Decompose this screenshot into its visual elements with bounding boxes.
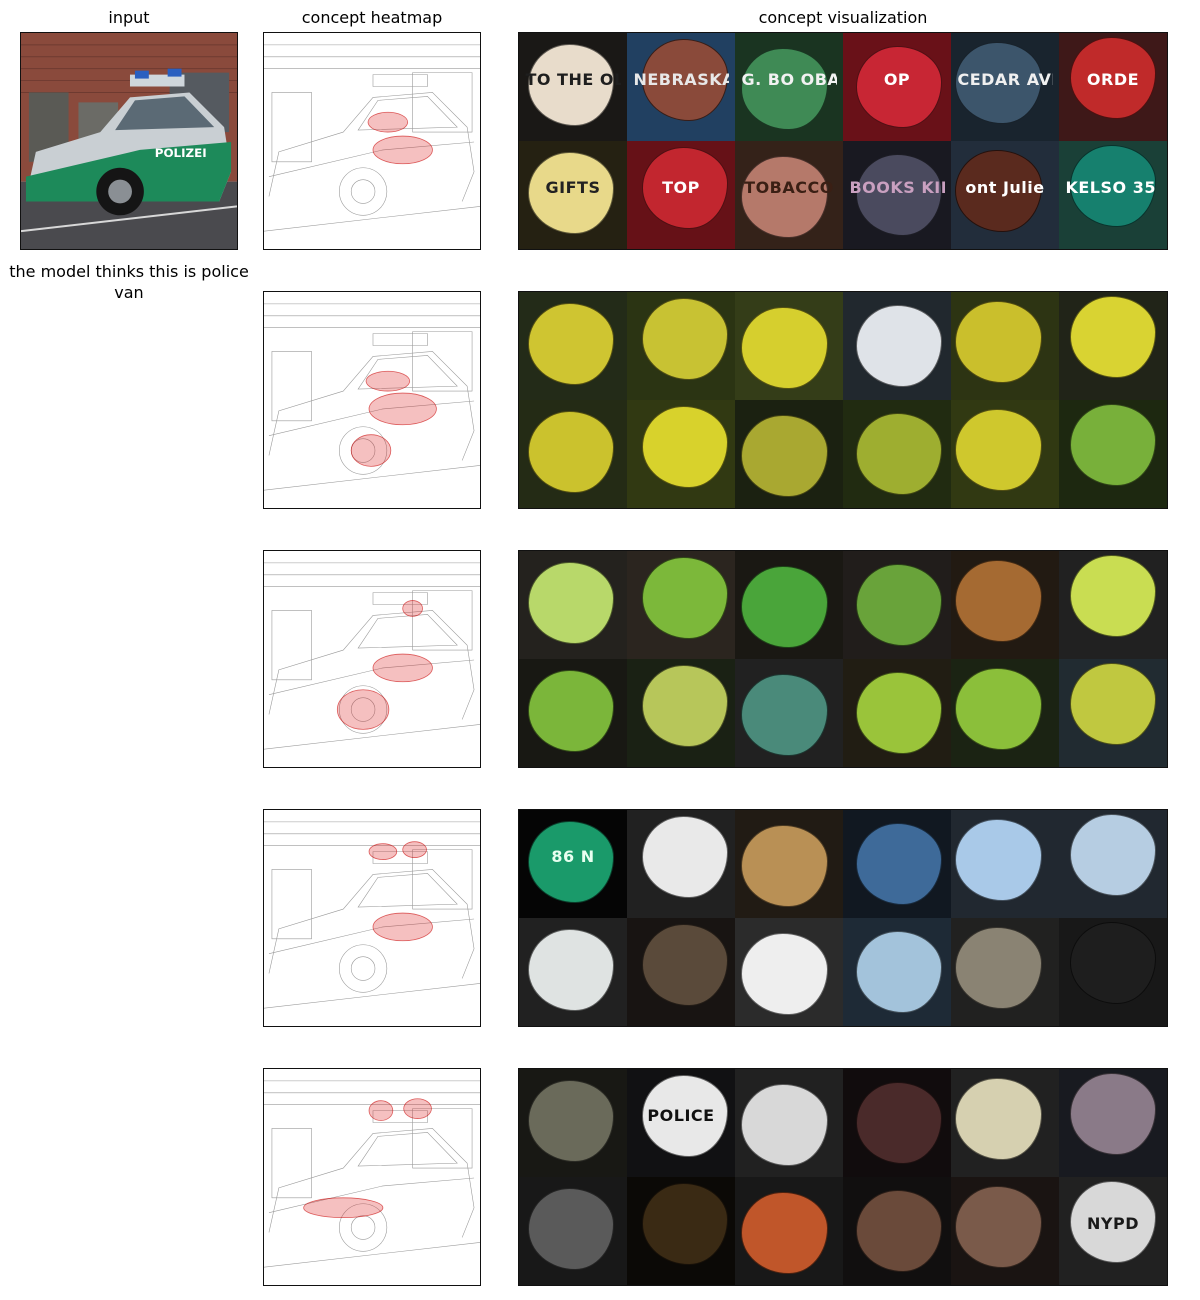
- concept-visualization-grid: TO THE OLIC CHUR NEBRASKA OKSTORE G. BO OB…: [518, 32, 1168, 250]
- concept-tile: [1059, 1069, 1167, 1177]
- concept-tile: [519, 659, 627, 767]
- concept-tile: [1059, 400, 1167, 508]
- concept-tile: NYPD: [1059, 1177, 1167, 1285]
- polizei-text: POLIZEI: [155, 146, 207, 160]
- tile-text: BOOKS KIDS: [849, 177, 944, 197]
- concept-tile: [1059, 292, 1167, 400]
- concept-visualization-grid: 86 N: [518, 809, 1168, 1027]
- concept-tile: OP: [843, 33, 951, 141]
- concept-tile: [843, 918, 951, 1026]
- concept-tile: [519, 1177, 627, 1285]
- concept-tile: CEDAR AVE: [951, 33, 1059, 141]
- concept-tile: TOBACCO: [735, 141, 843, 249]
- tile-text: CEDAR AVE: [957, 69, 1053, 89]
- concept-tile: [735, 918, 843, 1026]
- concept-tile: [735, 1177, 843, 1285]
- tile-text: NYPD: [1087, 1213, 1139, 1233]
- concept-tile: [951, 918, 1059, 1026]
- concept-tile: [951, 810, 1059, 918]
- concept-tile: [843, 1069, 951, 1177]
- tile-text: TOP: [662, 177, 700, 197]
- concept-heatmap: [263, 291, 481, 509]
- concept-tile: KELSO 35 NO SERVI: [1059, 141, 1167, 249]
- tile-text: OP: [883, 69, 911, 89]
- concept-tile: [627, 292, 735, 400]
- visualization-column-title: concept visualization: [758, 8, 928, 27]
- tile-text: POLICE: [647, 1105, 715, 1125]
- concept-tile: [735, 400, 843, 508]
- tile-text: ORDE: [1086, 69, 1140, 89]
- heatmap-column-title: concept heatmap: [301, 8, 443, 27]
- concept-tile: [735, 292, 843, 400]
- concept-tile: [951, 551, 1059, 659]
- concept-heatmap: [263, 32, 481, 250]
- concept-tile: [951, 1069, 1059, 1177]
- concept-tile: BOOKS KIDS: [843, 141, 951, 249]
- concept-tile: [627, 918, 735, 1026]
- concept-visualization-grid: POLICE NYPD: [518, 1068, 1168, 1286]
- input-column-title: input: [108, 8, 150, 27]
- concept-tile: TO THE OLIC CHUR: [519, 33, 627, 141]
- concept-tile: [735, 810, 843, 918]
- concept-tile: [735, 551, 843, 659]
- concept-tile: POLICE: [627, 1069, 735, 1177]
- concept-tile: [843, 292, 951, 400]
- tile-text: 86 N: [551, 846, 595, 866]
- concept-tile: [843, 400, 951, 508]
- tile-text: KELSO 35 NO SERVI: [1065, 177, 1160, 197]
- concept-tile: [627, 659, 735, 767]
- concept-tile: [951, 292, 1059, 400]
- input-image: POLIZEI: [20, 32, 238, 250]
- tile-text: TO THE OLIC CHUR: [525, 69, 620, 89]
- concept-tile: [519, 551, 627, 659]
- concept-heatmap: [263, 809, 481, 1027]
- concept-tile: [1059, 551, 1167, 659]
- concept-tile: [951, 659, 1059, 767]
- concept-tile: [843, 1177, 951, 1285]
- concept-tile: [519, 918, 627, 1026]
- concept-tile: [1059, 659, 1167, 767]
- tile-text: ont Julie: [965, 177, 1045, 197]
- police-car-photo: POLIZEI: [21, 33, 237, 249]
- concept-tile: [843, 659, 951, 767]
- concept-tile: G. BO OBACCO: [735, 33, 843, 141]
- concept-tile: NEBRASKA OKSTORE: [627, 33, 735, 141]
- concept-visualization-grid: [518, 550, 1168, 768]
- concept-tile: [627, 810, 735, 918]
- concept-heatmap: [263, 550, 481, 768]
- tile-text: NEBRASKA OKSTORE: [633, 69, 729, 89]
- concept-tile: [519, 292, 627, 400]
- concept-tile: [735, 1069, 843, 1177]
- prediction-caption: the model thinks this is police van: [9, 262, 249, 302]
- tile-text: GIFTS: [545, 177, 601, 197]
- concept-tile: [951, 400, 1059, 508]
- tile-text: G. BO OBACCO: [741, 69, 837, 89]
- concept-tile: [1059, 810, 1167, 918]
- concept-tile: [843, 810, 951, 918]
- concept-tile: ont Julie: [951, 141, 1059, 249]
- concept-tile: [519, 400, 627, 508]
- concept-tile: GIFTS: [519, 141, 627, 249]
- concept-tile: [627, 400, 735, 508]
- concept-tile: [843, 551, 951, 659]
- tile-text: TOBACCO: [744, 177, 834, 197]
- concept-tile: [519, 1069, 627, 1177]
- concept-visualization-grid: [518, 291, 1168, 509]
- concept-tile: [627, 1177, 735, 1285]
- concept-tile: [1059, 918, 1167, 1026]
- concept-tile: 86 N: [519, 810, 627, 918]
- concept-tile: ORDE: [1059, 33, 1167, 141]
- concept-tile: [951, 1177, 1059, 1285]
- concept-heatmap: [263, 1068, 481, 1286]
- concept-tile: [735, 659, 843, 767]
- concept-tile: [627, 551, 735, 659]
- concept-tile: TOP: [627, 141, 735, 249]
